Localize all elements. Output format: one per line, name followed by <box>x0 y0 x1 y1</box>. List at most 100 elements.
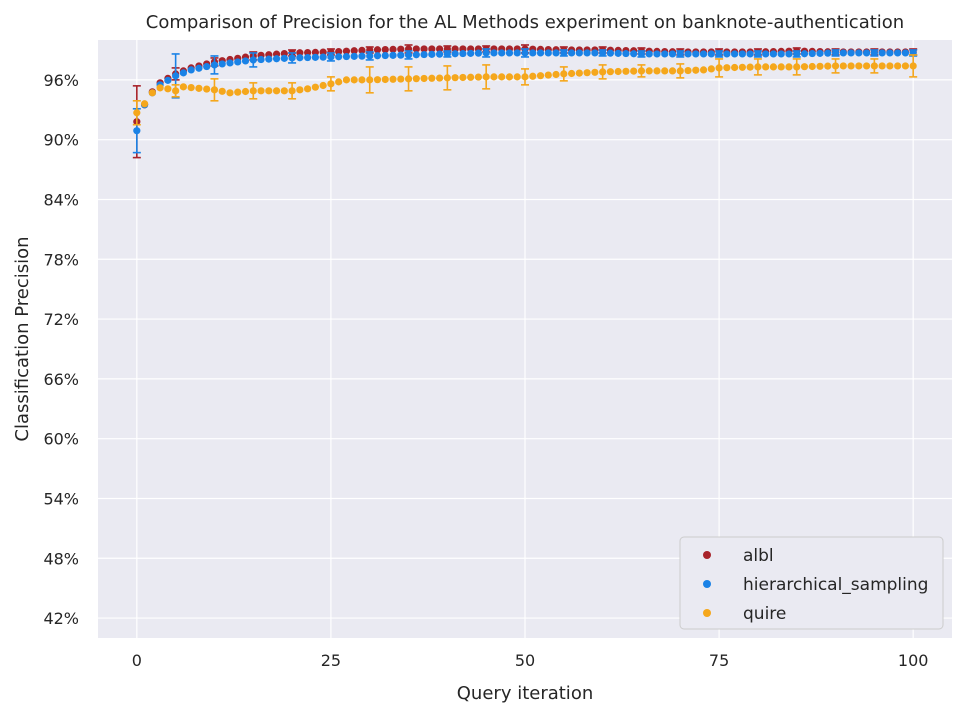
legend-label: albl <box>743 546 774 566</box>
data-point <box>583 49 591 57</box>
legend-marker <box>703 551 711 559</box>
data-point <box>754 50 762 58</box>
data-point <box>389 45 397 53</box>
data-point <box>210 61 219 69</box>
data-point <box>226 89 234 97</box>
data-point <box>187 83 195 92</box>
data-point <box>412 51 420 59</box>
data-point <box>350 47 358 55</box>
y-axis-label: Classification Precision <box>12 236 33 441</box>
data-point <box>800 63 809 71</box>
data-point <box>327 80 335 88</box>
data-point <box>319 53 327 61</box>
points-hierarchical_sampling <box>133 49 917 135</box>
data-point <box>226 59 234 67</box>
data-point <box>560 70 568 78</box>
data-point <box>560 49 568 57</box>
data-point <box>824 49 832 57</box>
legend-label: hierarchical_sampling <box>743 575 928 595</box>
data-point <box>272 55 281 63</box>
data-point <box>218 60 226 68</box>
data-point <box>467 73 475 81</box>
data-point <box>808 49 816 58</box>
data-point <box>863 49 871 57</box>
y-tick-label: 84% <box>43 190 79 209</box>
data-point <box>187 66 195 74</box>
data-point <box>241 87 250 96</box>
data-point <box>265 55 273 63</box>
data-point <box>381 45 389 54</box>
x-tick-label: 50 <box>515 651 535 670</box>
data-point <box>754 63 762 71</box>
data-point <box>381 51 389 60</box>
data-point <box>311 48 319 56</box>
data-point <box>436 45 444 53</box>
data-point <box>870 62 878 70</box>
data-point <box>366 76 374 84</box>
legend-label: quire <box>743 604 786 624</box>
data-point <box>140 100 149 108</box>
data-point <box>901 49 910 57</box>
data-point <box>622 49 630 58</box>
data-point <box>637 50 646 58</box>
data-point <box>389 51 397 59</box>
data-point <box>249 87 257 95</box>
legend-box <box>679 536 944 630</box>
legend-marker <box>703 609 711 617</box>
data-point <box>304 48 312 57</box>
data-point <box>777 50 785 58</box>
data-point <box>358 46 366 54</box>
data-point <box>575 69 583 77</box>
data-point <box>762 50 770 58</box>
data-point <box>536 72 545 80</box>
data-point <box>373 46 382 54</box>
data-point <box>599 49 607 57</box>
data-point <box>474 73 483 81</box>
data-point <box>800 50 809 58</box>
data-point <box>599 68 607 76</box>
data-point <box>498 73 506 81</box>
data-point <box>420 74 428 83</box>
data-point <box>870 49 878 57</box>
y-tick-label: 42% <box>43 609 79 628</box>
data-point <box>133 127 141 135</box>
data-point <box>567 69 576 78</box>
data-point <box>296 86 304 94</box>
data-point <box>661 67 669 75</box>
data-point <box>172 72 180 80</box>
data-point <box>692 66 700 74</box>
data-point <box>335 53 343 61</box>
data-point <box>404 51 413 59</box>
data-point <box>156 84 164 92</box>
data-point <box>894 62 902 70</box>
data-point <box>498 49 506 57</box>
x-tick-label: 25 <box>321 651 341 670</box>
data-point <box>272 87 281 95</box>
y-tick-label: 48% <box>43 549 79 568</box>
data-point <box>311 53 319 61</box>
data-point <box>622 67 630 75</box>
data-point <box>661 50 669 58</box>
data-point <box>257 87 265 95</box>
data-point <box>769 50 778 58</box>
data-point <box>195 64 203 72</box>
data-point <box>746 50 754 58</box>
data-point <box>467 49 475 57</box>
y-tick-label: 90% <box>43 131 79 150</box>
data-point <box>793 63 801 71</box>
data-point <box>148 89 156 97</box>
data-point <box>668 50 677 58</box>
data-point <box>381 75 389 84</box>
y-tick-label: 60% <box>43 430 79 449</box>
data-point <box>280 87 288 95</box>
y-tick-label: 54% <box>43 489 79 508</box>
data-point <box>684 50 692 58</box>
data-point <box>203 85 211 93</box>
data-point <box>699 50 708 58</box>
data-point <box>490 73 498 81</box>
data-point <box>179 69 187 77</box>
data-point <box>164 85 172 93</box>
legend-item: hierarchical_sampling <box>703 575 928 595</box>
